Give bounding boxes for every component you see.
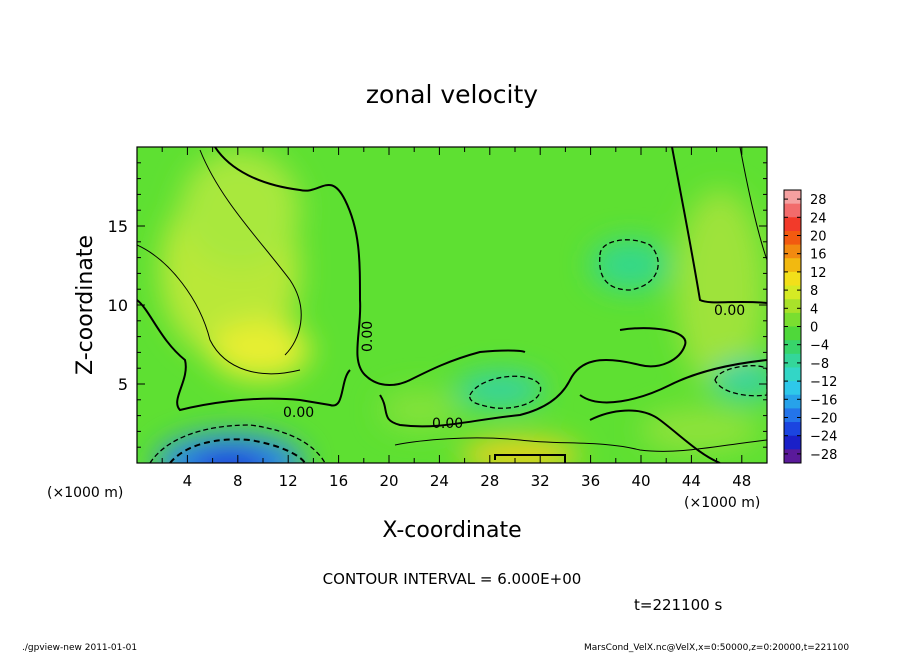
x-tick-label: 40 bbox=[631, 472, 650, 490]
colorbar-label: 16 bbox=[810, 248, 827, 263]
footer-right: MarsCond_VelX.nc@VelX,x=0:50000,z=0:2000… bbox=[584, 643, 849, 653]
colorbar-label: 28 bbox=[810, 193, 827, 208]
y-tick-label: 5 bbox=[118, 375, 128, 394]
x-tick-label: 24 bbox=[430, 472, 449, 490]
colorbar-swatch bbox=[784, 394, 801, 409]
contour-label: 0.00 bbox=[360, 321, 376, 352]
colorbar-label: 4 bbox=[810, 302, 818, 317]
colorbar-label: −8 bbox=[810, 357, 829, 372]
footer-left: ./gpview-new 2011-01-01 bbox=[22, 643, 137, 653]
y-tick-label: 10 bbox=[108, 296, 128, 315]
x-tick-label: 48 bbox=[732, 472, 751, 490]
colorbar-label: −12 bbox=[810, 375, 837, 390]
colorbar-label: 8 bbox=[810, 284, 818, 299]
colorbar-swatch bbox=[784, 299, 801, 314]
colorbar-swatch bbox=[784, 271, 801, 287]
y-tick-label: 15 bbox=[108, 217, 128, 236]
colorbar-swatch bbox=[784, 258, 801, 273]
x-axis-label: X-coordinate bbox=[382, 518, 521, 543]
colorbar-label: 24 bbox=[810, 211, 827, 226]
colorbar-swatch bbox=[784, 244, 801, 259]
colorbar-label: −20 bbox=[810, 412, 837, 427]
colorbar-swatch bbox=[784, 449, 801, 464]
colorbar-label: 0 bbox=[810, 321, 818, 336]
contour-label: 0.00 bbox=[283, 405, 314, 421]
x-tick-label: 32 bbox=[531, 472, 550, 490]
contour-interval: CONTOUR INTERVAL = 6.000E+00 bbox=[323, 570, 582, 588]
x-tick-label: 16 bbox=[329, 472, 348, 490]
colorbar-swatch bbox=[784, 203, 801, 218]
colorbar-swatch bbox=[784, 381, 801, 396]
colorbar-swatch bbox=[784, 422, 801, 437]
x-axis-ticks: 4 8 12 16 20 24 28 32 36 40 44 48 bbox=[161, 147, 751, 490]
x-unit-label: (×1000 m) bbox=[47, 485, 123, 501]
colorbar-label: 12 bbox=[810, 266, 827, 281]
colorbar-swatch bbox=[784, 285, 801, 300]
x-tick-label: 44 bbox=[682, 472, 701, 490]
colorbar-swatch bbox=[784, 217, 801, 232]
colorbar-swatch bbox=[784, 190, 801, 205]
contour-labels: 0.00 0.00 0.00 0.00 bbox=[283, 303, 745, 432]
colorbar-swatch bbox=[784, 367, 801, 382]
chart-title: zonal velocity bbox=[366, 80, 538, 109]
y-axis-ticks: 5 10 15 bbox=[108, 162, 767, 448]
colorbar: 28 24 20 16 12 8 4 0 −4 −8 −12 −16 −20 −24 −28 bbox=[783, 189, 837, 464]
colorbar-swatch bbox=[784, 326, 801, 341]
colorbar-swatch bbox=[784, 353, 801, 368]
contour-lines bbox=[137, 147, 767, 463]
colorbar-label: 20 bbox=[810, 230, 827, 245]
colorbar-swatch bbox=[784, 435, 801, 450]
colorbar-label: −28 bbox=[810, 448, 837, 463]
colorbar-label: −24 bbox=[810, 430, 837, 445]
x-tick-label: 12 bbox=[279, 472, 298, 490]
x-tick-label: 20 bbox=[379, 472, 398, 490]
colorbar-swatch bbox=[784, 230, 801, 246]
colorbar-swatch bbox=[784, 340, 801, 355]
heatmap-field: 0.00 0.00 0.00 0.00 bbox=[137, 147, 767, 463]
x-tick-label: 4 bbox=[183, 472, 193, 490]
y-axis-label: Z-coordinate bbox=[73, 235, 98, 375]
contour-label: 0.00 bbox=[432, 416, 463, 432]
colorbar-swatch bbox=[784, 312, 801, 327]
y-unit-label: (×1000 m) bbox=[684, 495, 760, 511]
time-stamp: t=221100 s bbox=[634, 596, 722, 614]
x-tick-label: 36 bbox=[581, 472, 600, 490]
x-tick-label: 28 bbox=[480, 472, 499, 490]
colorbar-swatch bbox=[784, 408, 801, 423]
colorbar-label: −16 bbox=[810, 393, 837, 408]
contour-label: 0.00 bbox=[714, 303, 745, 319]
colorbar-label: −4 bbox=[810, 339, 829, 354]
x-tick-label: 8 bbox=[233, 472, 243, 490]
